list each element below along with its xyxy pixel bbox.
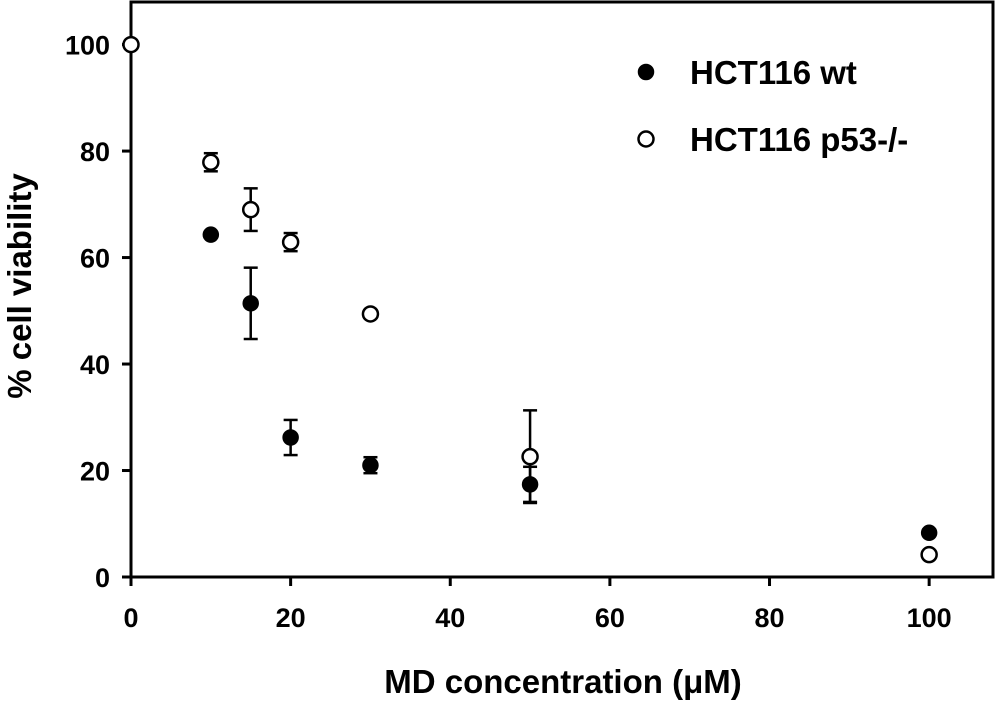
x-tick-label: 0 bbox=[123, 603, 138, 633]
y-tick-label: 20 bbox=[80, 457, 110, 487]
data-point-open bbox=[122, 35, 140, 54]
y-tick-label: 40 bbox=[80, 350, 110, 380]
data-point-open bbox=[521, 447, 539, 466]
data-point-open bbox=[202, 153, 220, 172]
x-tick-label: 20 bbox=[276, 603, 306, 633]
data-point-filled bbox=[920, 524, 938, 542]
x-tick-label: 100 bbox=[907, 603, 952, 633]
y-tick-label: 60 bbox=[80, 244, 110, 274]
data-point-open bbox=[361, 305, 380, 323]
data-point-open bbox=[241, 200, 260, 219]
data-point-filled bbox=[282, 429, 299, 446]
data-point-open bbox=[920, 545, 938, 564]
legend-marker bbox=[637, 130, 655, 148]
data-point-filled bbox=[242, 295, 259, 312]
y-axis-title: % cell viability bbox=[1, 173, 38, 399]
legend-label: HCT116 p53-/- bbox=[690, 121, 908, 158]
data-point-filled bbox=[362, 456, 379, 474]
legend-label: HCT116 wt bbox=[690, 54, 857, 91]
x-axis-title: MD concentration (μM) bbox=[384, 663, 742, 700]
plot-frame bbox=[129, 0, 995, 579]
x-tick-label: 80 bbox=[754, 603, 784, 633]
y-tick-label: 80 bbox=[80, 137, 110, 167]
y-tick-label: 100 bbox=[65, 31, 110, 61]
y-tick-label: 0 bbox=[95, 563, 110, 593]
data-point-open bbox=[281, 233, 300, 251]
data-point-filled bbox=[202, 226, 220, 243]
x-tick-label: 60 bbox=[595, 603, 625, 633]
legend-marker bbox=[637, 63, 655, 81]
x-tick-label: 40 bbox=[435, 603, 465, 633]
